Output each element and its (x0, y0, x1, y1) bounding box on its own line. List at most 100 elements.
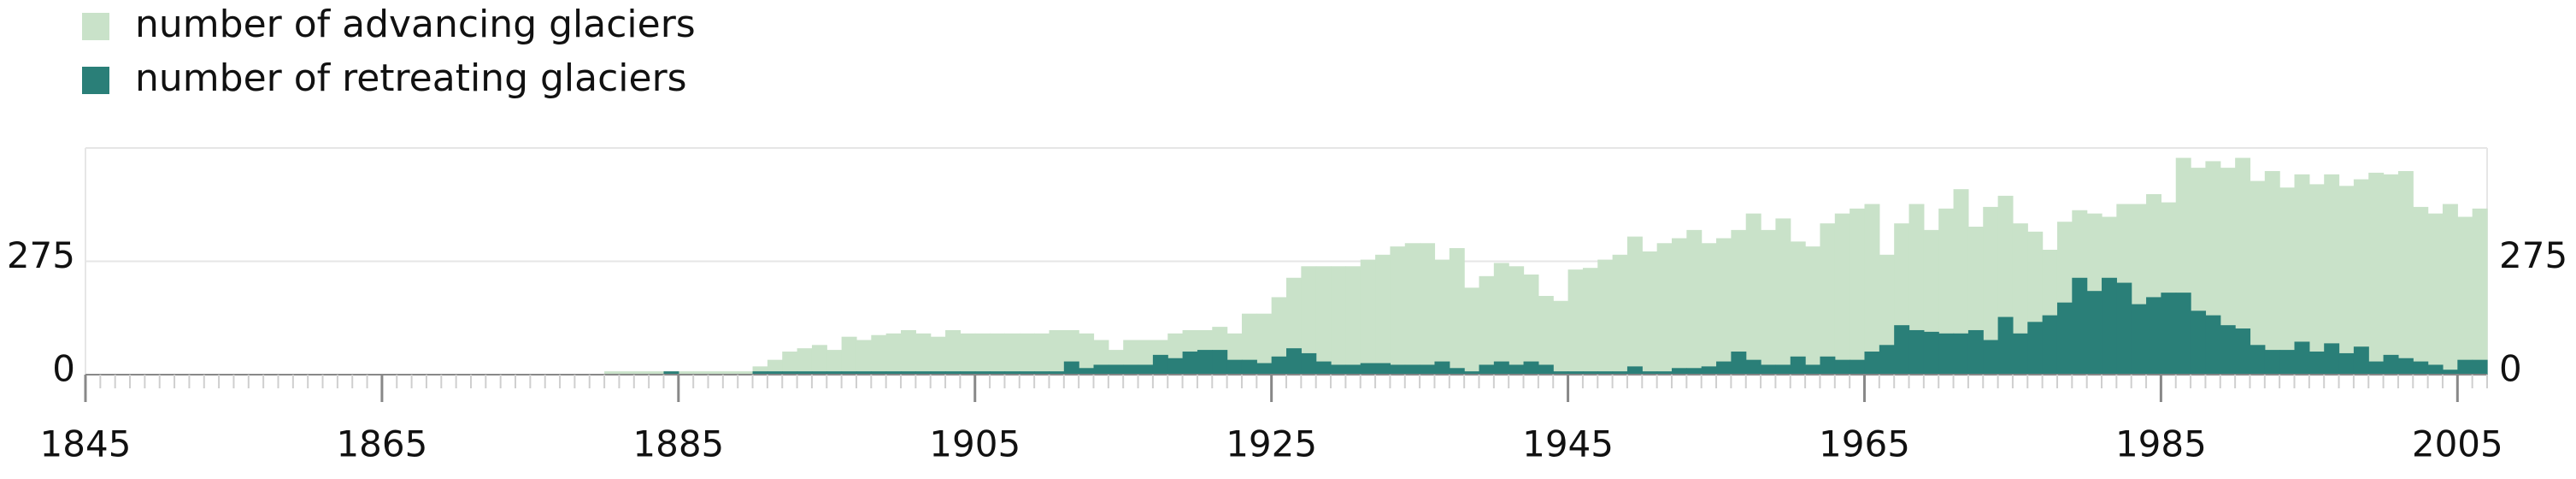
bar (826, 371, 843, 375)
bar (901, 371, 916, 375)
bar (990, 371, 1006, 375)
bar (1256, 363, 1273, 375)
bar (1805, 246, 1821, 375)
bar (1686, 229, 1703, 375)
bar (2220, 325, 2236, 375)
bar (738, 371, 754, 375)
y-tick-label-left: 0 (52, 348, 75, 390)
bar (1790, 356, 1806, 375)
x-tick-label: 1965 (1819, 423, 1910, 465)
bar (1019, 371, 1035, 375)
bar (960, 371, 976, 375)
bar (2472, 359, 2488, 375)
bar (1152, 354, 1168, 375)
bar (856, 340, 872, 375)
bar (1834, 359, 1850, 375)
bar (901, 329, 916, 375)
bar (2235, 328, 2251, 375)
bar (2235, 157, 2251, 375)
bar (2383, 354, 2399, 375)
bar (974, 371, 991, 375)
bar (2191, 310, 2207, 375)
bar (1864, 204, 1880, 375)
bar (693, 371, 709, 375)
bar (1716, 361, 1732, 375)
bar (2072, 277, 2088, 375)
bar (619, 371, 635, 375)
bar (945, 329, 961, 375)
bar (1761, 229, 1777, 375)
bar (1404, 243, 1420, 375)
bar (1108, 364, 1124, 375)
bar (2116, 282, 2132, 375)
bar (2264, 350, 2280, 375)
bar (2324, 343, 2340, 375)
bar (2472, 208, 2488, 375)
bar (1626, 236, 1643, 375)
bar (1345, 266, 1362, 375)
bar (1509, 266, 1525, 375)
bar (2427, 213, 2444, 375)
bar (2146, 297, 2161, 375)
bar (1953, 333, 1969, 375)
bar (1197, 350, 1213, 375)
bar (2042, 315, 2058, 375)
x-tick-label: 1985 (2115, 423, 2207, 465)
bar (2102, 277, 2117, 375)
bar (1079, 333, 1095, 375)
x-tick-label: 1925 (1226, 423, 1317, 465)
bar (2294, 174, 2310, 375)
bar (1701, 366, 1717, 375)
bar (1404, 364, 1420, 375)
bar (1315, 266, 1332, 375)
bar (1063, 361, 1079, 375)
bar (1271, 297, 1287, 375)
bar (649, 371, 665, 375)
bar (1656, 371, 1673, 375)
bar (1509, 364, 1525, 375)
bar (678, 371, 694, 375)
bar (2324, 174, 2340, 375)
bar (1420, 364, 1436, 375)
bar (1731, 229, 1747, 375)
bar (2086, 291, 2103, 375)
bar (1731, 352, 1747, 375)
bar (1820, 356, 1836, 375)
x-tick-label: 1865 (336, 423, 427, 465)
bar (1671, 368, 1687, 375)
bar (930, 371, 946, 375)
bar (1449, 368, 1465, 375)
bar (1805, 364, 1821, 375)
bar (1701, 243, 1717, 375)
bar (1983, 340, 1999, 375)
bar (1167, 358, 1184, 375)
bar (1182, 352, 1198, 375)
bar (2353, 346, 2369, 375)
bar (1553, 300, 1569, 375)
bar (1331, 364, 1346, 375)
bar (1716, 238, 1732, 375)
bar (782, 352, 798, 375)
bar (1761, 364, 1777, 375)
x-tick-label: 2005 (2412, 423, 2503, 465)
x-tick-label: 1905 (929, 423, 1020, 465)
bar (1034, 371, 1050, 375)
bar (1360, 363, 1376, 375)
bar (2308, 352, 2325, 375)
bar (2220, 168, 2236, 375)
bar (1271, 356, 1287, 375)
bar (1375, 363, 1391, 375)
bar (2397, 170, 2414, 375)
bar (1775, 364, 1791, 375)
bar (1656, 243, 1673, 375)
bar (1686, 368, 1703, 375)
bar (752, 371, 768, 375)
bar (856, 371, 872, 375)
bar (841, 336, 857, 375)
bar (1642, 251, 1658, 375)
bar (708, 371, 724, 375)
bar (2413, 361, 2429, 375)
y-tick-label-right: 0 (2499, 348, 2522, 390)
bar (915, 333, 932, 375)
